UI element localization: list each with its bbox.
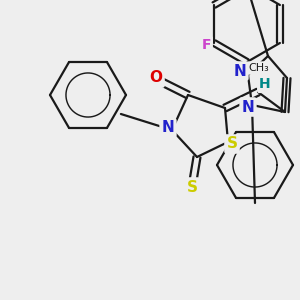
Text: S: S [187,179,197,194]
Text: N: N [234,64,246,79]
Text: N: N [242,100,254,115]
Text: O: O [149,70,163,86]
Text: CH₃: CH₃ [249,63,269,73]
Text: S: S [226,136,238,152]
Text: N: N [162,121,174,136]
Text: F: F [201,38,211,52]
Text: H: H [259,77,271,91]
